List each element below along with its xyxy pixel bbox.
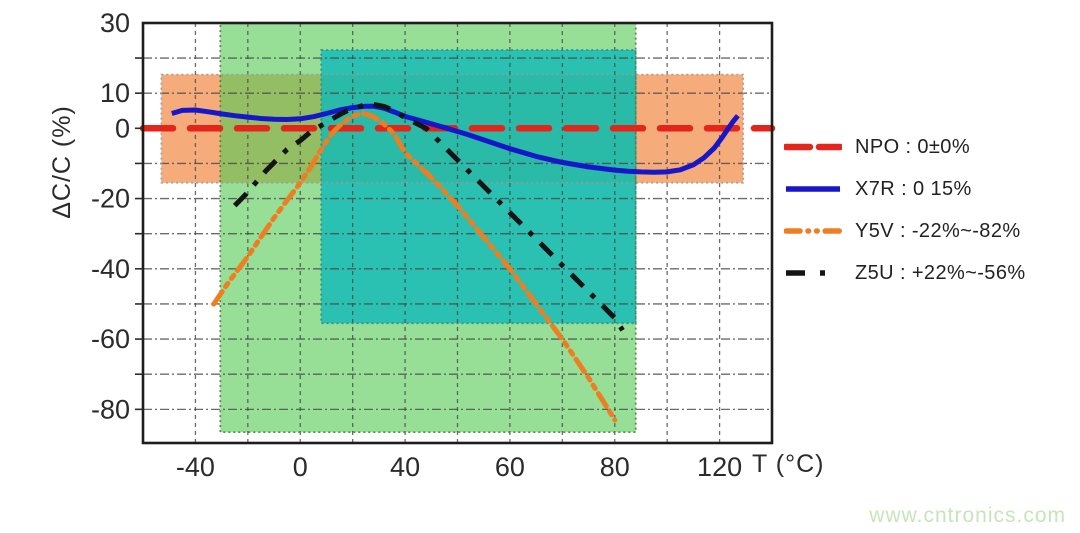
legend-line-z5u-icon [786, 270, 840, 276]
legend-label-x7r: X7R : 0 15% [855, 177, 972, 200]
x-tick-label: 120 [697, 452, 742, 482]
legend-item-npo: NPO : 0±0% [784, 126, 1026, 168]
legend-label-z5u: Z5U : +22%~-56% [855, 261, 1026, 284]
legend: NPO : 0±0% X7R : 0 15% Y5V : -22%~-82% Z… [784, 126, 1026, 294]
legend-line-x7r-icon [786, 186, 840, 192]
x-tick-label: 60 [495, 452, 525, 482]
x-tick-label: 0 [293, 452, 308, 482]
x-axis-title: T (°C) [752, 450, 825, 478]
band-outline-z5u-range [320, 49, 637, 325]
x-tick-label: 40 [390, 452, 420, 482]
y-axis-title: ΔC/C (%) [48, 105, 76, 219]
x-tick-label: 80 [600, 452, 630, 482]
watermark: www.cntronics.com [869, 504, 1066, 527]
legend-line-y5v-icon [784, 228, 842, 234]
series-y5v-line [211, 110, 618, 423]
legend-label-y5v: Y5V : -22%~-82% [855, 219, 1021, 242]
legend-item-x7r: X7R : 0 15% [784, 168, 1026, 210]
y-tick-label: 0 [115, 113, 130, 143]
y-tick-label: 30 [100, 8, 130, 38]
y-tick-label: -80 [91, 394, 130, 424]
y-tick-label: -60 [91, 324, 130, 354]
band-z5u-range [321, 49, 636, 324]
y-tick-label: -20 [91, 184, 130, 214]
y-tick-label: -40 [91, 254, 130, 284]
legend-item-z5u: Z5U : +22%~-56% [784, 252, 1026, 294]
x-tick-label: -40 [176, 452, 215, 482]
series-x7r-line [171, 103, 740, 175]
legend-line-npo-icon [784, 143, 842, 151]
y-tick-label: 10 [100, 78, 130, 108]
legend-label-npo: NPO : 0±0% [855, 135, 971, 158]
series-z5u-line [232, 101, 625, 332]
legend-item-y5v: Y5V : -22%~-82% [784, 210, 1026, 252]
